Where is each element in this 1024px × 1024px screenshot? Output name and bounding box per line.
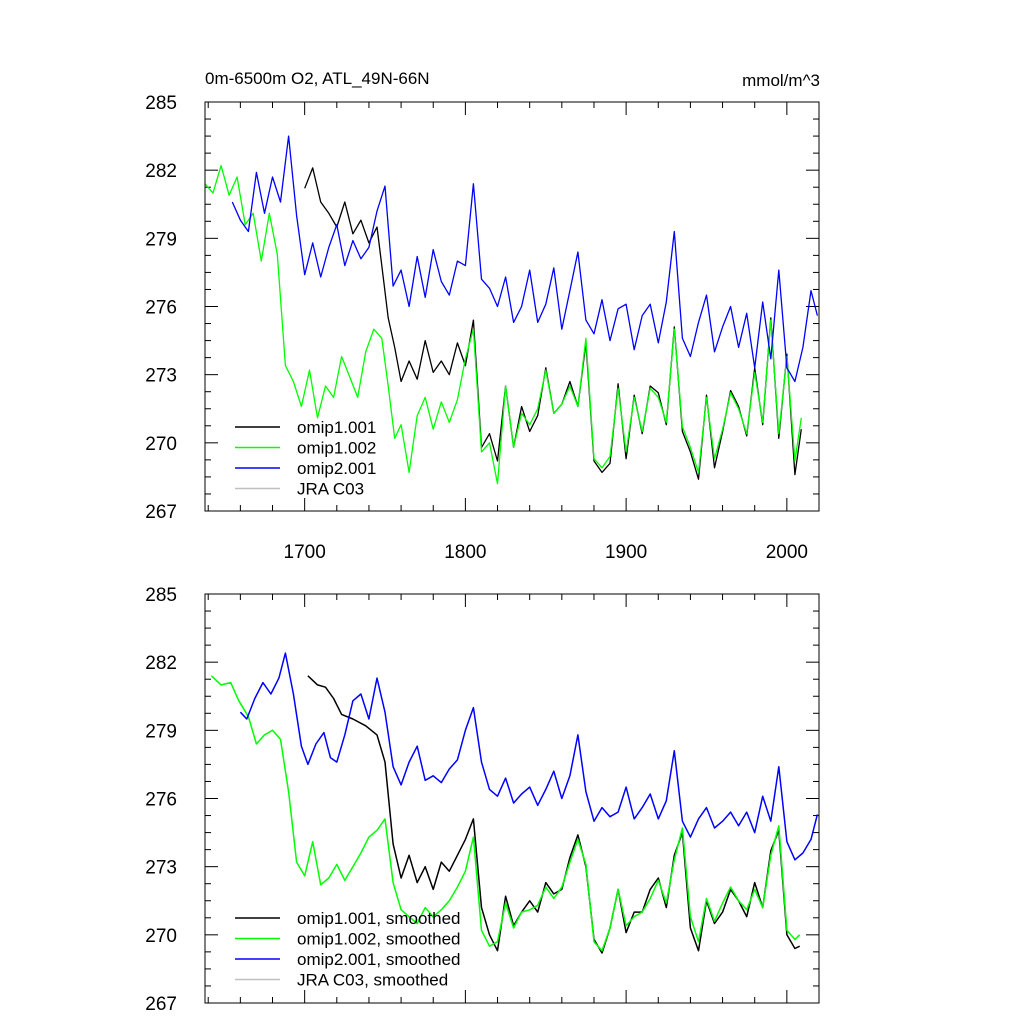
- legend-label: omip1.001: [297, 418, 376, 437]
- y-tick-label: 273: [145, 366, 177, 387]
- x-tick-label: 1900: [605, 542, 647, 563]
- top-axes: 267 270 273 276 279 282 285 1700 1800 1900 2000: [145, 93, 820, 563]
- top-series-layer: [204, 135, 819, 485]
- y-tick-label: 279: [145, 721, 177, 742]
- legend-label: omip1.001, smoothed: [297, 909, 461, 928]
- x-tick-label: 1700: [284, 542, 326, 563]
- y-tick-label: 267: [145, 502, 177, 523]
- bottom-legend: omip1.001, smoothed omip1.002, smoothedom…: [235, 909, 461, 990]
- top-panel: 0m-6500m O2, ATL_49N-66N mmol/m^3 267 270…: [145, 69, 820, 563]
- legend-label: omip2.001, smoothed: [297, 950, 461, 969]
- y-tick-label: 282: [145, 653, 177, 674]
- x-tick-label: 2000: [766, 542, 808, 563]
- y-tick-label: 267: [145, 994, 177, 1015]
- y-tick-label: 285: [145, 93, 177, 114]
- y-tick-label: 285: [145, 585, 177, 606]
- legend-label: JRA C03, smoothed: [297, 971, 448, 990]
- bottom-axes: 267 270 273 276 279 282 285: [145, 585, 820, 1015]
- y-tick-label: 270: [145, 434, 177, 455]
- y-tick-label: 270: [145, 926, 177, 947]
- series-line-omip1-001: [304, 167, 802, 480]
- bottom-panel: 267 270 273 276 279 282 285 omip1.001, smoothe…: [145, 585, 820, 1015]
- y-tick-label: 279: [145, 229, 177, 250]
- legend-label: JRA C03: [297, 480, 364, 499]
- panel-units-label: mmol/m^3: [742, 71, 820, 90]
- panel-title-left: 0m-6500m O2, ATL_49N-66N: [205, 69, 430, 88]
- series-line-omip2-001: [231, 135, 819, 383]
- series-line-omip2-001-smoothed: [239, 652, 819, 861]
- top-plot-frame: [204, 101, 820, 512]
- legend-label: omip1.002: [297, 439, 376, 458]
- legend-label: omip2.001: [297, 459, 376, 478]
- y-tick-label: 276: [145, 790, 177, 811]
- series-line-omip1-002-smoothed: [210, 675, 801, 952]
- y-tick-label: 282: [145, 161, 177, 182]
- x-tick-label: 1800: [444, 542, 486, 563]
- bottom-plot-frame: [204, 593, 820, 1004]
- bottom-series-layer: [210, 652, 819, 954]
- y-tick-label: 276: [145, 298, 177, 319]
- series-line-omip1-001-smoothed: [307, 675, 801, 954]
- y-tick-label: 273: [145, 858, 177, 879]
- series-line-omip1-002: [204, 164, 802, 485]
- legend-label: omip1.002, smoothed: [297, 930, 461, 949]
